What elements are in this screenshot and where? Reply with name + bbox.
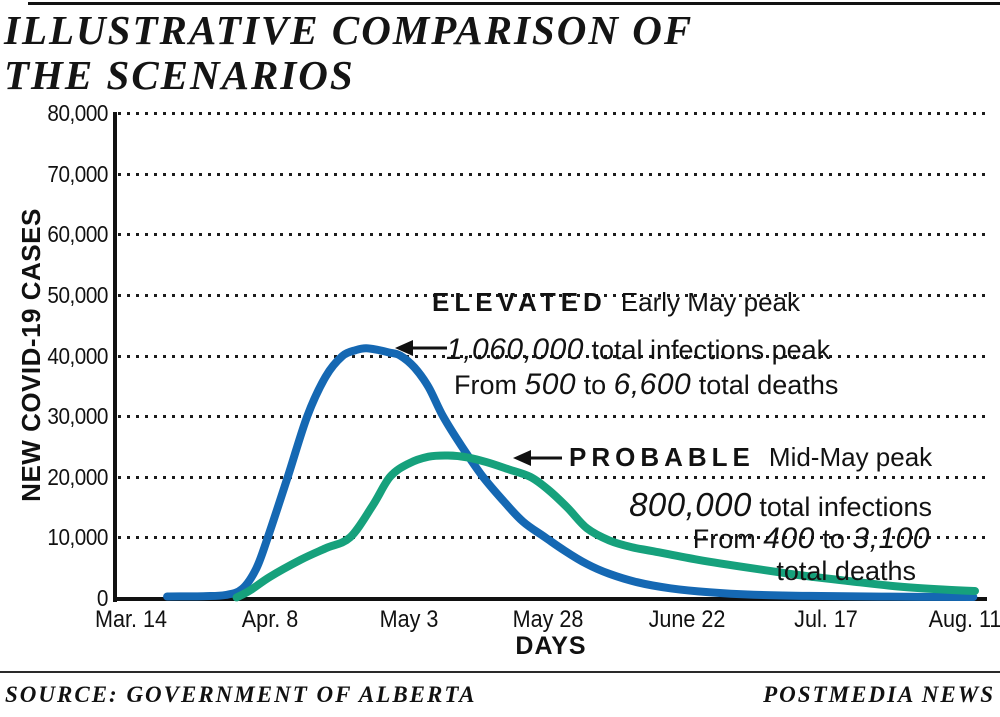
probable-scenario-curve bbox=[232, 451, 979, 602]
elevated-deaths-conj: to bbox=[583, 370, 607, 400]
elevated-peak-timing: Early May peak bbox=[620, 287, 801, 317]
page-title: ILLUSTRATIVE COMPARISON OF THE SCENARIOS bbox=[4, 7, 834, 99]
probable-arrow-icon bbox=[513, 450, 562, 466]
gridline-60000 bbox=[118, 233, 988, 237]
gridline-20000 bbox=[118, 475, 988, 479]
x-tick-label: May 3 bbox=[379, 606, 439, 633]
elevated-infections-value: 1,060,000 bbox=[446, 333, 584, 366]
elevated-infections-line: 1,060,000 total infections peak bbox=[446, 333, 830, 367]
probable-deaths-high: 3,100 bbox=[852, 522, 930, 555]
y-tick-label: 30,000 bbox=[47, 403, 108, 430]
y-tick-label: 40,000 bbox=[47, 342, 108, 369]
gridline-30000 bbox=[118, 415, 988, 419]
source-credit: SOURCE: GOVERNMENT OF ALBERTA bbox=[5, 682, 477, 707]
y-tick-label: 20,000 bbox=[47, 463, 108, 490]
probable-label: PROBABLE bbox=[569, 442, 755, 472]
elevated-deaths-line: From 500 to 6,600 total deaths bbox=[454, 368, 838, 402]
gridline-50000 bbox=[118, 293, 988, 297]
x-tick-label: May 28 bbox=[512, 606, 584, 633]
probable-infections-value: 800,000 bbox=[629, 486, 752, 523]
probable-peak-timing: Mid-May peak bbox=[768, 442, 933, 472]
probable-infections-line: 800,000 total infections bbox=[540, 486, 932, 524]
y-tick-label: 50,000 bbox=[47, 281, 108, 308]
probable-deaths-line: From 400 to 3,100 bbox=[600, 522, 930, 556]
gridline-10000 bbox=[118, 536, 988, 540]
probable-deaths-suffix: total deaths bbox=[776, 556, 916, 586]
elevated-arrow-icon bbox=[395, 340, 447, 356]
elevated-deaths-prefix: From bbox=[454, 370, 517, 400]
y-tick-label: 10,000 bbox=[47, 524, 108, 551]
gridline-80000 bbox=[118, 112, 988, 115]
x-tick-label: Apr. 8 bbox=[241, 606, 299, 633]
y-tick-label: 60,000 bbox=[47, 221, 108, 248]
title-line-2: THE SCENARIOS bbox=[4, 52, 355, 99]
probable-deaths-prefix: From bbox=[692, 524, 756, 554]
elevated-infections-text: total infections peak bbox=[591, 335, 831, 365]
elevated-scenario-curve bbox=[163, 344, 978, 601]
probable-deaths-conj: to bbox=[822, 524, 845, 554]
gridline-70000 bbox=[118, 172, 988, 176]
probable-infections-text: total infections bbox=[759, 492, 932, 522]
gridline-40000 bbox=[118, 354, 988, 358]
y-tick-label: 80,000 bbox=[47, 100, 108, 126]
x-axis-line bbox=[113, 597, 987, 601]
top-rule bbox=[28, 2, 1000, 5]
x-tick-label: Jul. 17 bbox=[794, 606, 858, 633]
y-axis-line bbox=[113, 112, 117, 602]
footer-rule bbox=[0, 671, 1000, 673]
elevated-deaths-suffix: total deaths bbox=[698, 370, 839, 400]
x-tick-label: Mar. 14 bbox=[94, 606, 168, 633]
probable-deaths-suffix-line: total deaths bbox=[600, 556, 916, 587]
title-line-1: ILLUSTRATIVE COMPARISON OF bbox=[4, 7, 694, 53]
x-axis-title: DAYS bbox=[515, 632, 587, 660]
elevated-annotation-heading: ELEVATED Early May peak bbox=[432, 287, 800, 318]
probable-annotation-heading: PROBABLE Mid-May peak bbox=[569, 442, 932, 473]
probable-deaths-low: 400 bbox=[763, 522, 815, 555]
x-tick-label: June 22 bbox=[648, 606, 726, 633]
elevated-label: ELEVATED bbox=[432, 287, 607, 317]
publisher-credit: POSTMEDIA NEWS bbox=[763, 682, 995, 707]
elevated-deaths-high: 6,600 bbox=[613, 368, 692, 401]
x-tick-label: Aug. 11 bbox=[928, 606, 1000, 633]
y-tick-label: 70,000 bbox=[47, 160, 108, 187]
elevated-deaths-low: 500 bbox=[524, 368, 577, 401]
y-tick-label: 0 bbox=[96, 585, 109, 611]
